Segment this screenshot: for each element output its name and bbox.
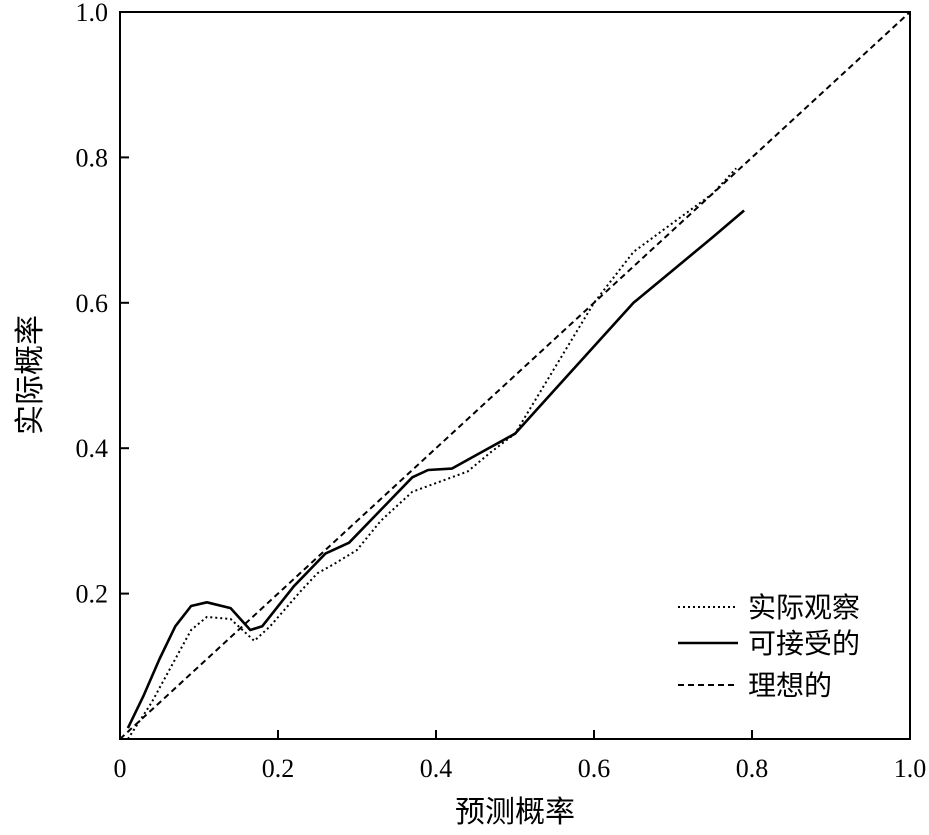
x-tick-label: 0.4 (420, 754, 453, 783)
series-line-2 (119, 11, 911, 740)
y-tick-label: 0.4 (76, 434, 109, 463)
y-tick-label: 1.0 (76, 0, 109, 27)
legend-label: 理想的 (748, 669, 832, 702)
series-layer (119, 11, 911, 740)
y-axis-title: 实际概率 (13, 315, 48, 435)
x-axis-ticks: 0 0.2 0.4 0.6 0.8 1.0 (114, 730, 927, 783)
x-axis-title: 预测概率 (455, 795, 575, 830)
series-line-1 (126, 209, 745, 729)
y-tick-label: 0.2 (76, 580, 109, 609)
x-tick-label: 0.8 (736, 754, 769, 783)
x-tick-label: 0.2 (262, 754, 295, 783)
y-axis-ticks: 0.2 0.4 0.6 0.8 1.0 (76, 0, 129, 609)
x-tick-label: 0 (114, 754, 127, 783)
legend-label: 实际观察 (748, 591, 860, 624)
series-line-0 (127, 167, 737, 740)
x-tick-label: 1.0 (894, 754, 927, 783)
plot-frame (119, 11, 911, 740)
x-tick-label: 0.6 (578, 754, 611, 783)
y-tick-label: 0.6 (76, 289, 109, 318)
legend-label: 可接受的 (748, 627, 860, 660)
y-tick-label: 0.8 (76, 143, 109, 172)
